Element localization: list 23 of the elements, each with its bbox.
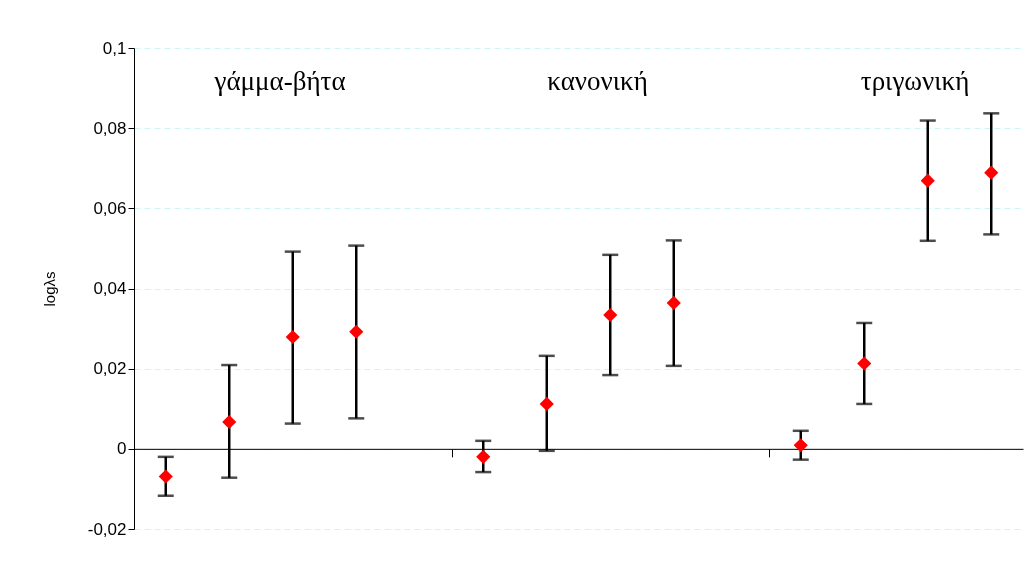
y-tick-label: 0: [117, 439, 127, 459]
annotation: κανονική: [547, 66, 648, 96]
y-axis-title: logλs: [40, 271, 58, 307]
point: [285, 329, 300, 345]
point: [984, 165, 999, 180]
y-tick-label: 0,06: [93, 198, 127, 218]
y-tick-label: -0,02: [87, 519, 127, 539]
point: [158, 469, 173, 484]
annotation: γάμμα-βήτα: [213, 66, 346, 96]
y-tick-label: 0,1: [102, 38, 127, 58]
y-tick-label: 0,08: [93, 118, 127, 138]
point: [476, 449, 491, 464]
point: [666, 295, 681, 310]
point: [857, 356, 872, 371]
point: [793, 438, 808, 453]
point: [222, 414, 237, 430]
point: [349, 324, 364, 339]
point: [603, 307, 618, 323]
y-tick-label: 0,04: [93, 279, 127, 298]
y-tick-label: 0,02: [93, 359, 127, 379]
annotation: τριγωνική: [860, 66, 970, 96]
point: [539, 396, 554, 412]
point: [920, 173, 935, 188]
